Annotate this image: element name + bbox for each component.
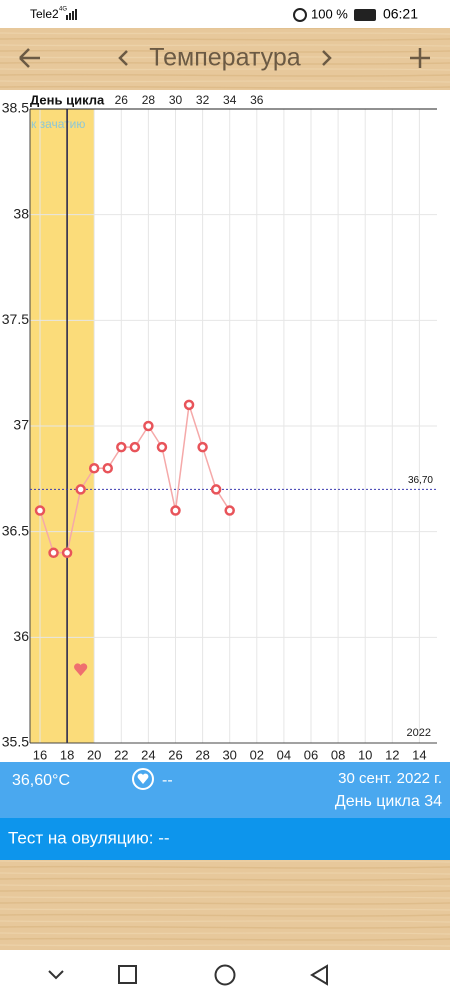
x-tick-label: 12 bbox=[385, 747, 399, 762]
y-tick-label: 35.5 bbox=[2, 734, 29, 750]
add-button[interactable] bbox=[410, 48, 430, 68]
prev-button[interactable] bbox=[118, 50, 128, 66]
temperature-point bbox=[102, 463, 113, 474]
intercourse-value: -- bbox=[162, 772, 173, 789]
cycle-day: День цикла 34 bbox=[335, 793, 442, 810]
temperature-point bbox=[34, 505, 46, 516]
x-tick-label: 18 bbox=[60, 747, 74, 762]
intercourse-icon[interactable] bbox=[132, 768, 154, 790]
x-axis-title: День цикла bbox=[30, 92, 105, 107]
cycle-day-label: 28 bbox=[142, 93, 156, 107]
temperature-point bbox=[170, 505, 181, 516]
temperature-point bbox=[75, 484, 86, 495]
info-bar bbox=[0, 762, 450, 818]
temperature-point bbox=[143, 420, 154, 432]
x-tick-label: 04 bbox=[277, 747, 291, 762]
temperature-point bbox=[88, 463, 100, 474]
back-button[interactable] bbox=[19, 48, 40, 68]
x-tick-label: 14 bbox=[412, 747, 426, 762]
cover-line-label: 36,70 bbox=[408, 475, 433, 486]
cycle-day-label: 26 bbox=[115, 93, 129, 107]
y-tick-label: 36 bbox=[13, 628, 29, 644]
network: 4G bbox=[59, 7, 67, 13]
nav-hide[interactable] bbox=[48, 970, 64, 980]
cycle-day-label: 36 bbox=[250, 93, 264, 107]
temperature-point bbox=[129, 441, 141, 453]
x-tick-label: 30 bbox=[222, 747, 236, 762]
temperature-point bbox=[197, 441, 208, 453]
nav-back[interactable] bbox=[310, 964, 328, 986]
year-label: 2022 bbox=[407, 727, 431, 739]
battery-icon bbox=[354, 9, 376, 21]
next-button[interactable] bbox=[322, 50, 332, 66]
cycle-day-label: 30 bbox=[169, 93, 183, 107]
carrier: Tele2 bbox=[30, 7, 59, 21]
y-tick-label: 38 bbox=[13, 205, 29, 221]
header-bar bbox=[0, 28, 450, 90]
nav-home[interactable] bbox=[214, 964, 236, 986]
x-tick-label: 22 bbox=[114, 747, 128, 762]
x-tick-label: 20 bbox=[87, 747, 101, 762]
temperature: 36,60°C bbox=[12, 772, 70, 789]
temperature-point bbox=[224, 505, 235, 516]
x-tick-label: 02 bbox=[250, 747, 264, 762]
x-tick-label: 24 bbox=[141, 747, 155, 762]
nav-recent[interactable] bbox=[118, 965, 137, 984]
nav-bar bbox=[0, 950, 450, 1000]
cycle-day-label: 34 bbox=[223, 93, 237, 107]
cycle-day-label: 32 bbox=[196, 93, 210, 107]
y-tick-label: 37.5 bbox=[2, 311, 29, 327]
intercourse-heart bbox=[74, 663, 88, 676]
x-tick-label: 26 bbox=[168, 747, 182, 762]
y-tick-label: 38.5 bbox=[2, 100, 29, 116]
temperature-point bbox=[48, 547, 59, 559]
heart-glyph bbox=[137, 773, 149, 784]
temperature-point bbox=[116, 441, 127, 453]
alarm-icon bbox=[293, 8, 307, 22]
y-tick-label: 37 bbox=[13, 417, 29, 433]
x-tick-label: 10 bbox=[358, 747, 372, 762]
wood-footer bbox=[0, 860, 450, 950]
clock: 06:21 bbox=[383, 6, 418, 22]
battery-text: 100 % bbox=[311, 6, 348, 21]
date: 30 сент. 2022 г. bbox=[338, 770, 442, 787]
temperature-point bbox=[210, 484, 222, 495]
x-tick-label: 06 bbox=[304, 747, 318, 762]
temperature-point bbox=[183, 399, 195, 411]
header-title: Температура bbox=[149, 44, 301, 72]
temperature-point bbox=[156, 441, 168, 453]
x-tick-label: 08 bbox=[331, 747, 345, 762]
signal-icon bbox=[66, 9, 77, 20]
x-tick-label: 28 bbox=[195, 747, 209, 762]
temperature-point bbox=[61, 547, 73, 559]
fertile-label: к зачатию bbox=[31, 117, 85, 131]
ovulation-bar[interactable] bbox=[0, 818, 450, 860]
x-tick-label: 16 bbox=[33, 747, 47, 762]
ovulation-test: Тест на овуляцию: -- bbox=[8, 828, 170, 847]
y-tick-label: 36.5 bbox=[2, 522, 29, 538]
